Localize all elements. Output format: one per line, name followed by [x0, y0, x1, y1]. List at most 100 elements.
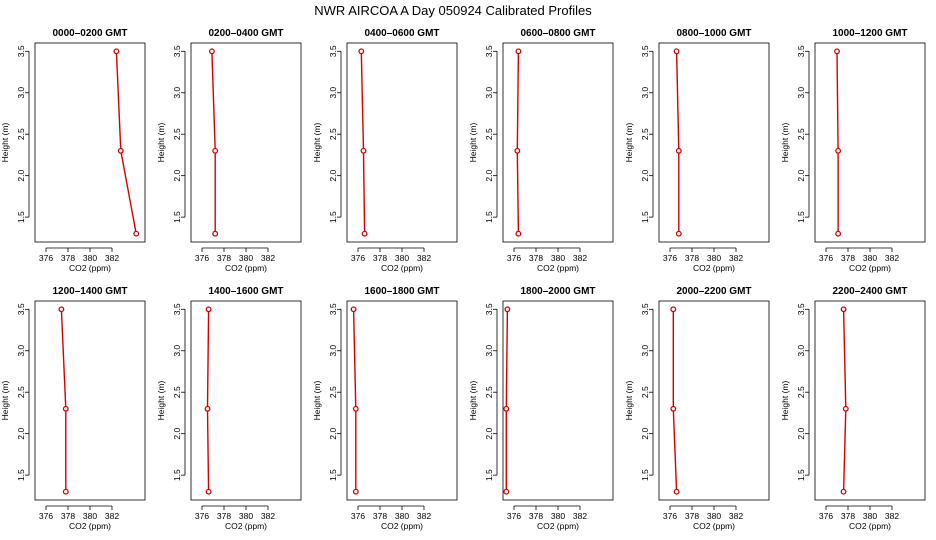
- plot-frame: [34, 300, 146, 501]
- y-tick-label: 2.0: [16, 427, 26, 439]
- x-tick-label: 376: [819, 511, 833, 521]
- x-tick-label: 378: [61, 253, 75, 263]
- x-axis-label: CO2 (ppm): [537, 521, 579, 531]
- x-tick-label: 380: [707, 253, 721, 263]
- data-point: [204, 405, 211, 412]
- x-tick-label: 382: [573, 253, 587, 263]
- data-point: [133, 230, 140, 237]
- y-tick-label: 3.5: [484, 303, 494, 315]
- data-point: [62, 405, 69, 412]
- data-point: [361, 230, 368, 237]
- y-tick-label: 3.5: [328, 303, 338, 315]
- y-tick-label: 2.0: [640, 169, 650, 181]
- y-tick-label: 1.5: [172, 469, 182, 481]
- y-tick-label: 3.0: [484, 87, 494, 99]
- y-tick-label: 3.5: [16, 303, 26, 315]
- panel-title: 1200–1400 GMT: [52, 286, 127, 297]
- x-tick-label: 382: [261, 511, 275, 521]
- y-tick-label: 3.5: [172, 45, 182, 57]
- data-point: [675, 147, 682, 154]
- panel-title: 1600–1800 GMT: [364, 286, 439, 297]
- data-point: [352, 405, 359, 412]
- x-tick-label: 376: [39, 511, 53, 521]
- data-point: [515, 230, 522, 237]
- figure-title: NWR AIRCOA A Day 050924 Calibrated Profi…: [314, 3, 592, 18]
- x-tick-label: 376: [195, 511, 209, 521]
- x-tick-label: 378: [529, 253, 543, 263]
- y-tick-label: 1.5: [328, 211, 338, 223]
- profile-line: [211, 51, 216, 234]
- y-tick-label: 3.0: [640, 345, 650, 357]
- data-point: [62, 488, 69, 495]
- y-tick-label: 2.0: [172, 169, 182, 181]
- x-axis-label: CO2 (ppm): [537, 263, 579, 273]
- data-point: [350, 306, 357, 313]
- y-tick-label: 1.5: [16, 469, 26, 481]
- data-point: [113, 48, 120, 55]
- data-point: [358, 48, 365, 55]
- data-point: [208, 48, 215, 55]
- x-tick-label: 378: [841, 511, 855, 521]
- y-tick-label: 3.5: [796, 303, 806, 315]
- data-point: [842, 405, 849, 412]
- x-tick-label: 376: [819, 253, 833, 263]
- x-tick-label: 382: [573, 511, 587, 521]
- x-axis-label: CO2 (ppm): [69, 521, 111, 531]
- y-tick-label: 3.0: [172, 87, 182, 99]
- x-tick-label: 378: [217, 253, 231, 263]
- x-tick-label: 378: [61, 511, 75, 521]
- x-tick-label: 378: [217, 511, 231, 521]
- y-tick-label: 2.5: [328, 386, 338, 398]
- profile-line: [360, 51, 366, 234]
- y-tick-label: 1.5: [640, 211, 650, 223]
- plot-frame: [34, 42, 146, 243]
- panel-title: 2000–2200 GMT: [676, 286, 751, 297]
- panel-title: 1800–2000 GMT: [520, 286, 595, 297]
- x-tick-label: 382: [729, 511, 743, 521]
- data-point: [117, 147, 124, 154]
- plot-frame: [658, 300, 770, 501]
- profile-line: [672, 309, 678, 492]
- data-point: [58, 306, 65, 313]
- y-tick-label: 2.0: [328, 427, 338, 439]
- x-tick-label: 376: [39, 253, 53, 263]
- y-tick-label: 3.5: [640, 303, 650, 315]
- profile-line: [206, 309, 210, 492]
- x-tick-label: 380: [551, 511, 565, 521]
- y-tick-label: 2.0: [796, 427, 806, 439]
- x-axis-label: CO2 (ppm): [849, 521, 891, 531]
- x-tick-label: 378: [841, 253, 855, 263]
- y-axis-label: Height (m): [156, 381, 166, 421]
- x-tick-label: 376: [507, 253, 521, 263]
- x-tick-label: 378: [685, 253, 699, 263]
- x-tick-label: 378: [529, 511, 543, 521]
- panel-title: 0800–1000 GMT: [676, 28, 751, 39]
- y-axis-label: Height (m): [624, 123, 634, 163]
- y-tick-label: 3.5: [328, 45, 338, 57]
- data-point: [212, 147, 219, 154]
- x-tick-label: 380: [395, 511, 409, 521]
- data-point: [840, 306, 847, 313]
- x-tick-label: 382: [261, 253, 275, 263]
- panel-title: 1400–1600 GMT: [208, 286, 283, 297]
- x-tick-label: 382: [417, 253, 431, 263]
- data-point: [503, 405, 510, 412]
- y-tick-label: 2.0: [484, 427, 494, 439]
- plot-frame: [190, 42, 302, 243]
- x-tick-label: 382: [105, 511, 119, 521]
- data-point: [675, 230, 682, 237]
- panel-title: 0400–0600 GMT: [364, 28, 439, 39]
- panel-title: 2200–2400 GMT: [832, 286, 907, 297]
- y-tick-label: 3.0: [640, 87, 650, 99]
- plot-frame: [814, 42, 926, 243]
- y-tick-label: 2.5: [640, 386, 650, 398]
